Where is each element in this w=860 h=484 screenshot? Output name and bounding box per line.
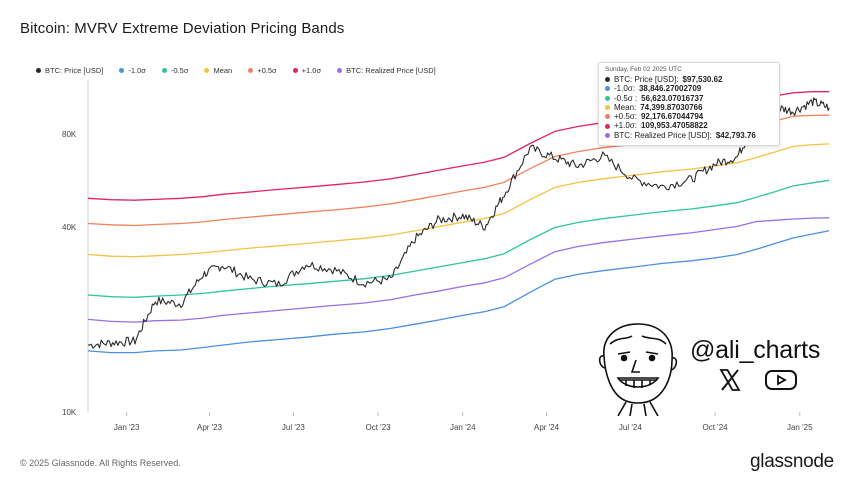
chart-title: Bitcoin: MVRV Extreme Deviation Pricing … <box>20 20 345 37</box>
tooltip-row-3: Mean: 74,399.87030766 <box>605 103 773 112</box>
legend-label: +1.0σ <box>301 66 322 75</box>
legend-label: -0.5σ <box>170 66 189 75</box>
x-tick-label: Oct '23 <box>366 423 392 432</box>
legend-item-4[interactable]: +0.5σ <box>248 66 277 75</box>
legend-dot-icon <box>337 68 343 73</box>
legend-item-3[interactable]: Mean <box>204 66 232 75</box>
tooltip-row-2: -0.5σ :56,623.07016737 <box>605 94 773 103</box>
legend-item-2[interactable]: -0.5σ <box>161 66 189 75</box>
x-tick-label: Jan '24 <box>450 423 476 432</box>
legend-label: BTC: Price [USD] <box>45 66 104 75</box>
y-tick-label: 80K <box>62 130 77 139</box>
series-line-btc-price <box>87 97 830 349</box>
legend-label: +0.5σ <box>257 66 277 75</box>
tooltip-label: Mean: <box>614 102 637 112</box>
tooltip-label: +1.0σ: <box>614 121 637 131</box>
legend-item-1[interactable]: -1.0σ <box>119 66 146 75</box>
legend-label: Mean <box>213 66 233 75</box>
legend-dot-icon <box>292 68 298 73</box>
tooltip-value: $42,793.76 <box>715 130 756 140</box>
tooltip-row-0: BTC: Price [USD]: $97,530.62 <box>605 75 773 84</box>
chart-legend: BTC: Price [USD] -1.0σ -0.5σ Mean +0.5σ +1.0σ… <box>36 66 436 75</box>
x-tick-label: Apr '23 <box>197 423 223 432</box>
x-tick-label: Jul '23 <box>282 423 305 432</box>
series-line--0-5- <box>87 179 830 298</box>
chart-tooltip: Sunday, Feb 02 2025 UTC BTC: Price [USD]… <box>598 62 780 146</box>
y-tick-label: 40K <box>62 223 77 232</box>
youtube-icon <box>765 370 797 390</box>
tooltip-label: -1.0σ: <box>614 84 635 94</box>
brand-logo: glassnode <box>750 451 834 472</box>
tooltip-label: BTC: Realized Price [USD]: <box>614 130 712 140</box>
tooltip-value: 109,953.47058822 <box>640 121 708 131</box>
tooltip-date: Sunday, Feb 02 2025 UTC <box>605 66 682 73</box>
tooltip-dot-icon <box>605 105 610 111</box>
tooltip-row-4: +0.5σ: 92,176.67044794 <box>605 112 773 121</box>
tooltip-dot-icon <box>605 95 610 101</box>
legend-dot-icon <box>161 68 167 73</box>
tooltip-row-6: BTC: Realized Price [USD]: $42,793.76 <box>605 131 773 140</box>
tooltip-dot-icon <box>605 77 610 83</box>
legend-dot-icon <box>204 68 210 73</box>
legend-label: -1.0σ <box>128 66 146 75</box>
tooltip-value: 92,176.67044794 <box>640 112 704 122</box>
series-line--1-0- <box>87 230 830 354</box>
legend-dot-icon <box>248 68 254 73</box>
x-tick-label: Jan '25 <box>787 423 813 432</box>
tooltip-value: 38,846.27002709 <box>638 84 702 94</box>
x-tick-label: Apr '24 <box>534 423 560 432</box>
x-logo-icon <box>719 369 741 391</box>
tooltip-value: $97,530.62 <box>682 75 723 84</box>
copyright-footer: © 2025 Glassnode. All Rights Reserved. <box>20 458 181 468</box>
legend-item-6[interactable]: BTC: Realized Price [USD] <box>337 66 436 75</box>
x-tick-label: Jul '24 <box>619 423 642 432</box>
x-tick-label: Oct '24 <box>703 423 729 432</box>
tooltip-label: BTC: Price [USD]: <box>614 75 679 84</box>
tooltip-row-5: +1.0σ: 109,953.47058822 <box>605 121 773 130</box>
watermark-handle: @ali_charts <box>690 336 821 364</box>
tooltip-dot-icon <box>605 132 610 138</box>
legend-label: BTC: Realized Price [USD] <box>346 66 436 75</box>
tooltip-value: 74,399.87030766 <box>640 102 703 112</box>
legend-dot-icon <box>119 68 125 73</box>
legend-item-0[interactable]: BTC: Price [USD] <box>36 66 103 75</box>
legend-item-5[interactable]: +1.0σ <box>292 66 322 75</box>
cartoon-face-icon <box>598 323 678 416</box>
tooltip-dot-icon <box>605 114 610 120</box>
tooltip-dot-icon <box>605 86 610 92</box>
legend-dot-icon <box>36 68 41 73</box>
series-line-btc-realized-price-usd- <box>87 217 830 323</box>
tooltip-label: +0.5σ: <box>614 112 637 122</box>
tooltip-row-1: -1.0σ: 38,846.27002709 <box>605 84 773 93</box>
tooltip-label: -0.5σ : <box>614 93 638 103</box>
tooltip-dot-icon <box>605 123 610 129</box>
tooltip-value: 56,623.07016737 <box>641 93 704 103</box>
x-tick-label: Jan '23 <box>114 423 140 432</box>
y-tick-label: 10K <box>62 408 77 417</box>
